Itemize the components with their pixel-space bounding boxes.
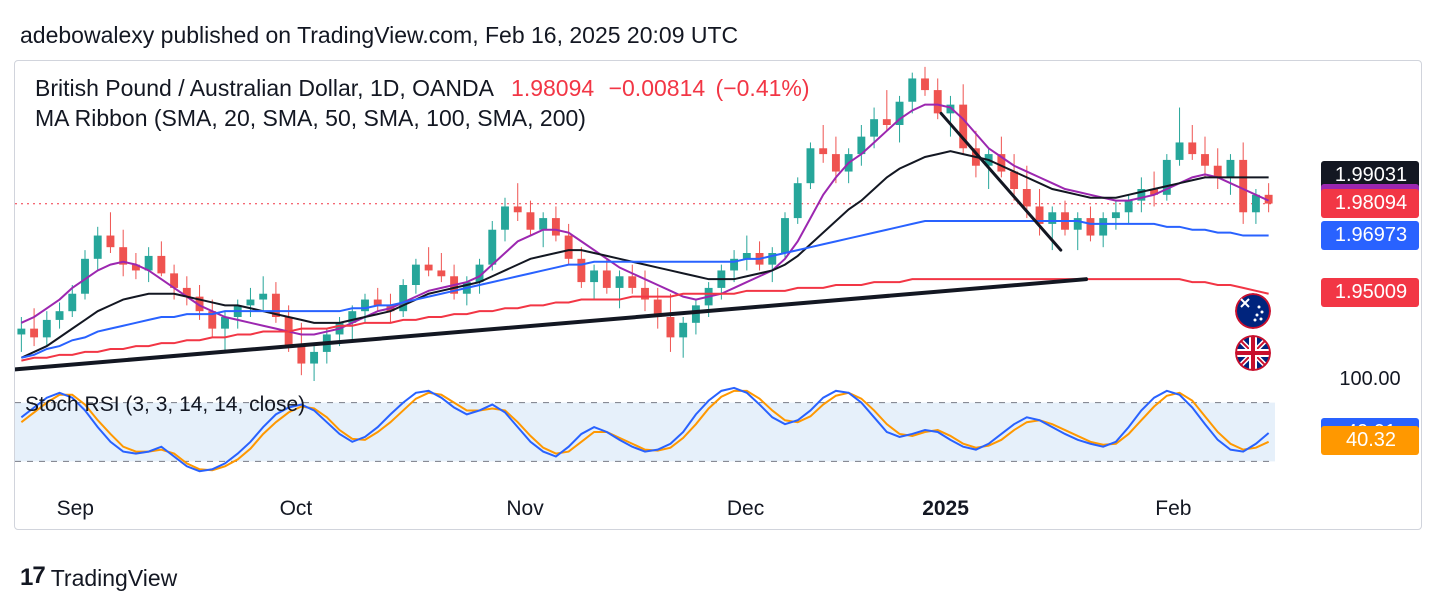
flag-uk-icon: [1235, 335, 1271, 371]
footer-text: TradingView: [51, 565, 178, 592]
time-axis-label: 2025: [922, 497, 969, 521]
time-axis-label: Dec: [727, 497, 764, 521]
flag-au-icon: [1235, 293, 1271, 329]
price-axis-label: 1.96973: [1321, 221, 1419, 250]
footer: 17 TradingView: [20, 564, 177, 592]
price-axis-label: 1.95009: [1321, 278, 1419, 307]
time-axis-label: Oct: [280, 497, 313, 521]
stoch-axis-label: 40.32: [1321, 426, 1419, 455]
stoch-panel[interactable]: Stoch RSI (3, 3, 14, 14, close): [15, 383, 1275, 481]
header: adebowalexy published on TradingView.com…: [20, 22, 738, 49]
time-axis-label: Feb: [1155, 497, 1191, 521]
price-axis-label: 1.98094: [1321, 189, 1419, 218]
time-axis[interactable]: Sep Oct Nov Dec 2025 Feb: [15, 491, 1275, 529]
chart-area: British Pound / Australian Dollar, 1D, O…: [14, 60, 1422, 530]
time-axis-label: Sep: [57, 497, 94, 521]
price-chart[interactable]: [15, 61, 1275, 381]
tradingview-logo-icon: 17: [20, 564, 45, 592]
stoch-axis-label: 100.00: [1321, 368, 1419, 391]
stoch-title: Stoch RSI (3, 3, 14, 14, close): [25, 393, 305, 417]
time-axis-label: Nov: [506, 497, 543, 521]
